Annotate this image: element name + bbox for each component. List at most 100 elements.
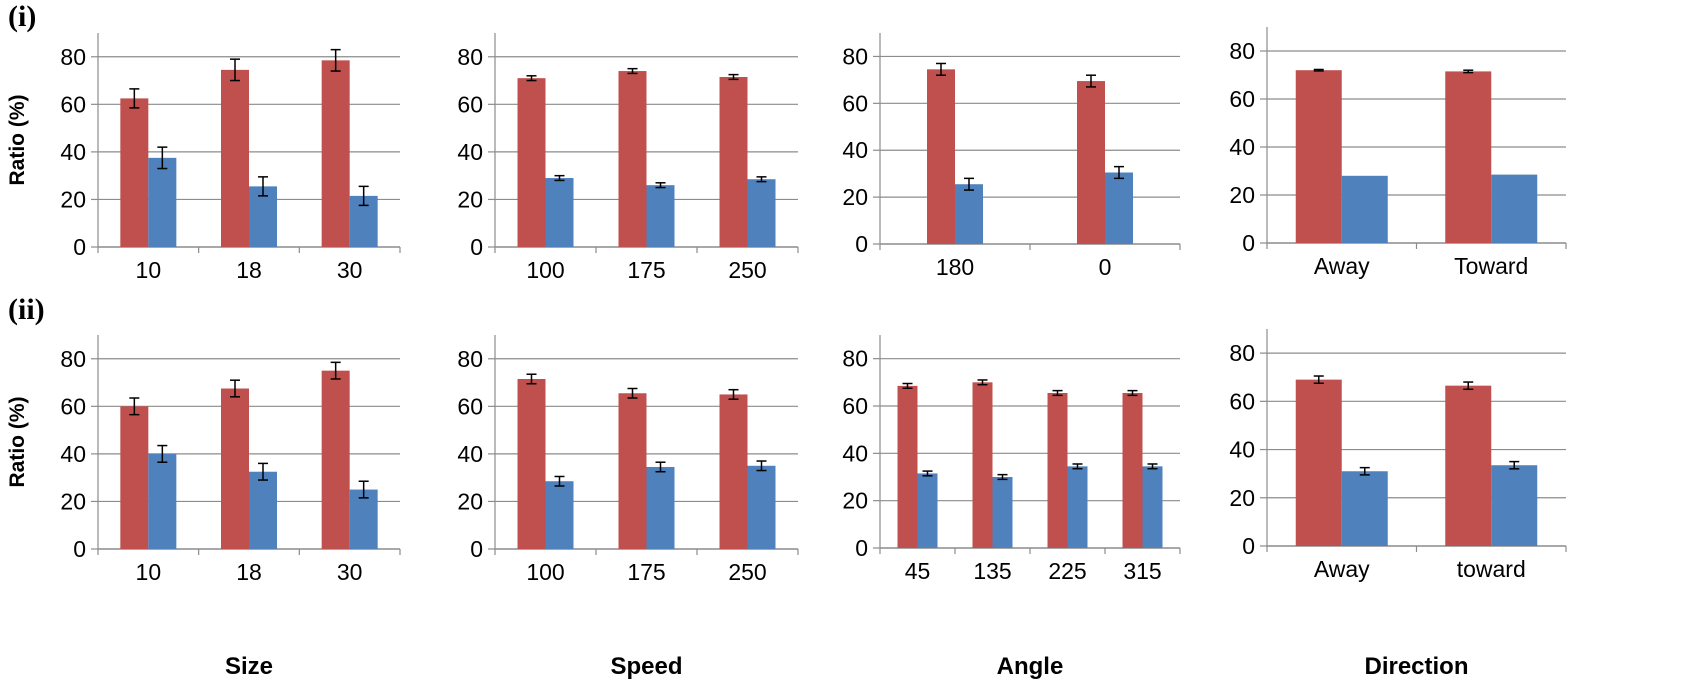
- y-tick-label: 40: [60, 139, 86, 165]
- bar-series1-225: [1047, 392, 1068, 548]
- panel-6: 0 20 40 60 80 100 175 250 Speed: [457, 335, 799, 680]
- x-tick-label: 10: [136, 257, 162, 283]
- panel-1: 0 20 40 60 80 10 18 30 Ratio (%): [6, 33, 401, 283]
- bar-series2-180: [955, 184, 983, 244]
- x-axis-title: Size: [225, 653, 273, 680]
- bar-series1-175: [618, 393, 647, 549]
- panel-4: 0 20 40 60 80 Away Toward: [1229, 27, 1567, 279]
- y-tick-label: 80: [842, 346, 868, 372]
- y-tick-label: 80: [457, 44, 483, 70]
- y-tick-label: 60: [1229, 86, 1255, 112]
- y-tick-label: 60: [457, 91, 483, 117]
- panel-3: 0 20 40 60 80 180 0: [842, 33, 1181, 280]
- y-tick-label: 0: [470, 536, 483, 562]
- x-tick-label: 30: [337, 559, 363, 585]
- x-tick-label: Away: [1314, 556, 1370, 582]
- y-tick-label: 80: [1229, 340, 1255, 366]
- bar-series1-toward: [1445, 385, 1492, 546]
- y-axis-label: Ratio (%): [6, 95, 29, 186]
- y-tick-label: 40: [457, 441, 483, 467]
- y-tick-label: 0: [855, 231, 868, 257]
- bar-series1-toward: [1445, 71, 1492, 244]
- bar-series1-45: [897, 385, 918, 548]
- x-axis-title: Direction: [1364, 653, 1468, 680]
- y-tick-label: 80: [1229, 38, 1255, 64]
- bar-series2-175: [646, 185, 675, 247]
- bar-series1-180: [927, 69, 955, 244]
- bar-series2-toward: [1491, 174, 1538, 243]
- y-tick-label: 40: [60, 441, 86, 467]
- y-tick-label: 20: [457, 488, 483, 514]
- bar-series1-10: [120, 98, 149, 247]
- bar-series1-315: [1122, 392, 1143, 548]
- y-tick-label: 0: [73, 536, 86, 562]
- panel-7: 0 20 40 60 80 45 135 225 315 Angle: [842, 335, 1181, 680]
- x-tick-label: Away: [1314, 253, 1370, 279]
- y-tick-label: 80: [60, 44, 86, 70]
- bar-series1-30: [321, 370, 350, 549]
- y-tick-label: 60: [1229, 388, 1255, 414]
- bar-series1-18: [221, 69, 249, 247]
- y-tick-label: 20: [842, 184, 868, 210]
- y-tick-label: 60: [457, 393, 483, 419]
- bar-series2-18: [249, 471, 277, 549]
- x-tick-label: 250: [728, 257, 766, 283]
- bar-series1-250: [719, 76, 748, 247]
- x-tick-label: 100: [526, 257, 564, 283]
- bar-series1-250: [719, 394, 748, 549]
- x-tick-label: 180: [936, 254, 974, 280]
- bar-series2-away: [1341, 175, 1388, 243]
- x-tick-label: 135: [973, 558, 1011, 584]
- bar-series1-0: [1077, 81, 1105, 244]
- x-tick-label: 45: [905, 558, 931, 584]
- x-tick-label: 18: [236, 257, 262, 283]
- y-tick-label: 60: [842, 90, 868, 116]
- y-tick-label: 60: [60, 393, 86, 419]
- bar-series2-100: [545, 481, 574, 549]
- x-tick-label: 100: [526, 559, 564, 585]
- bar-series2-175: [646, 466, 675, 549]
- bar-series2-100: [545, 178, 574, 247]
- y-tick-label: 60: [842, 393, 868, 419]
- x-tick-label: 175: [627, 559, 665, 585]
- panel-2: 0 20 40 60 80 100 175 250: [457, 33, 799, 283]
- y-axis-label: Ratio (%): [6, 397, 29, 488]
- y-tick-label: 0: [1242, 230, 1255, 256]
- bar-series1-30: [321, 60, 350, 247]
- y-tick-label: 60: [60, 91, 86, 117]
- y-tick-label: 20: [1229, 485, 1255, 511]
- x-tick-label: 30: [337, 257, 363, 283]
- x-tick-label: 250: [728, 559, 766, 585]
- bar-series2-30: [349, 489, 378, 549]
- y-tick-label: 20: [60, 186, 86, 212]
- y-tick-label: 0: [470, 234, 483, 260]
- y-tick-label: 0: [1242, 533, 1255, 559]
- x-tick-label: 315: [1123, 558, 1161, 584]
- bar-series2-10: [148, 157, 177, 247]
- y-tick-label: 80: [842, 43, 868, 69]
- bar-series1-away: [1295, 70, 1342, 243]
- y-tick-label: 40: [842, 137, 868, 163]
- y-tick-label: 20: [60, 488, 86, 514]
- y-tick-label: 20: [1229, 182, 1255, 208]
- bar-series1-100: [517, 378, 546, 549]
- bar-series2-135: [992, 477, 1013, 548]
- bar-series1-100: [517, 78, 546, 247]
- bar-series2-toward: [1491, 465, 1538, 546]
- x-tick-label: 0: [1099, 254, 1112, 280]
- row-label-ii: (ii): [8, 293, 45, 326]
- x-tick-label: 175: [627, 257, 665, 283]
- x-tick-label: 18: [236, 559, 262, 585]
- y-tick-label: 80: [60, 346, 86, 372]
- panel-5: 0 20 40 60 80 10 18 30 Ratio (%) Size: [6, 335, 401, 680]
- y-tick-label: 80: [457, 346, 483, 372]
- bar-series1-10: [120, 406, 149, 549]
- bar-series2-45: [917, 473, 938, 548]
- row-label-i: (i): [8, 0, 37, 33]
- panel-8: 0 20 40 60 80 Away toward Direction: [1229, 329, 1567, 680]
- bar-series2-250: [747, 179, 776, 247]
- y-tick-label: 0: [855, 535, 868, 561]
- x-tick-label: 225: [1048, 558, 1086, 584]
- bar-series2-315: [1142, 466, 1163, 548]
- bar-series1-135: [972, 382, 993, 548]
